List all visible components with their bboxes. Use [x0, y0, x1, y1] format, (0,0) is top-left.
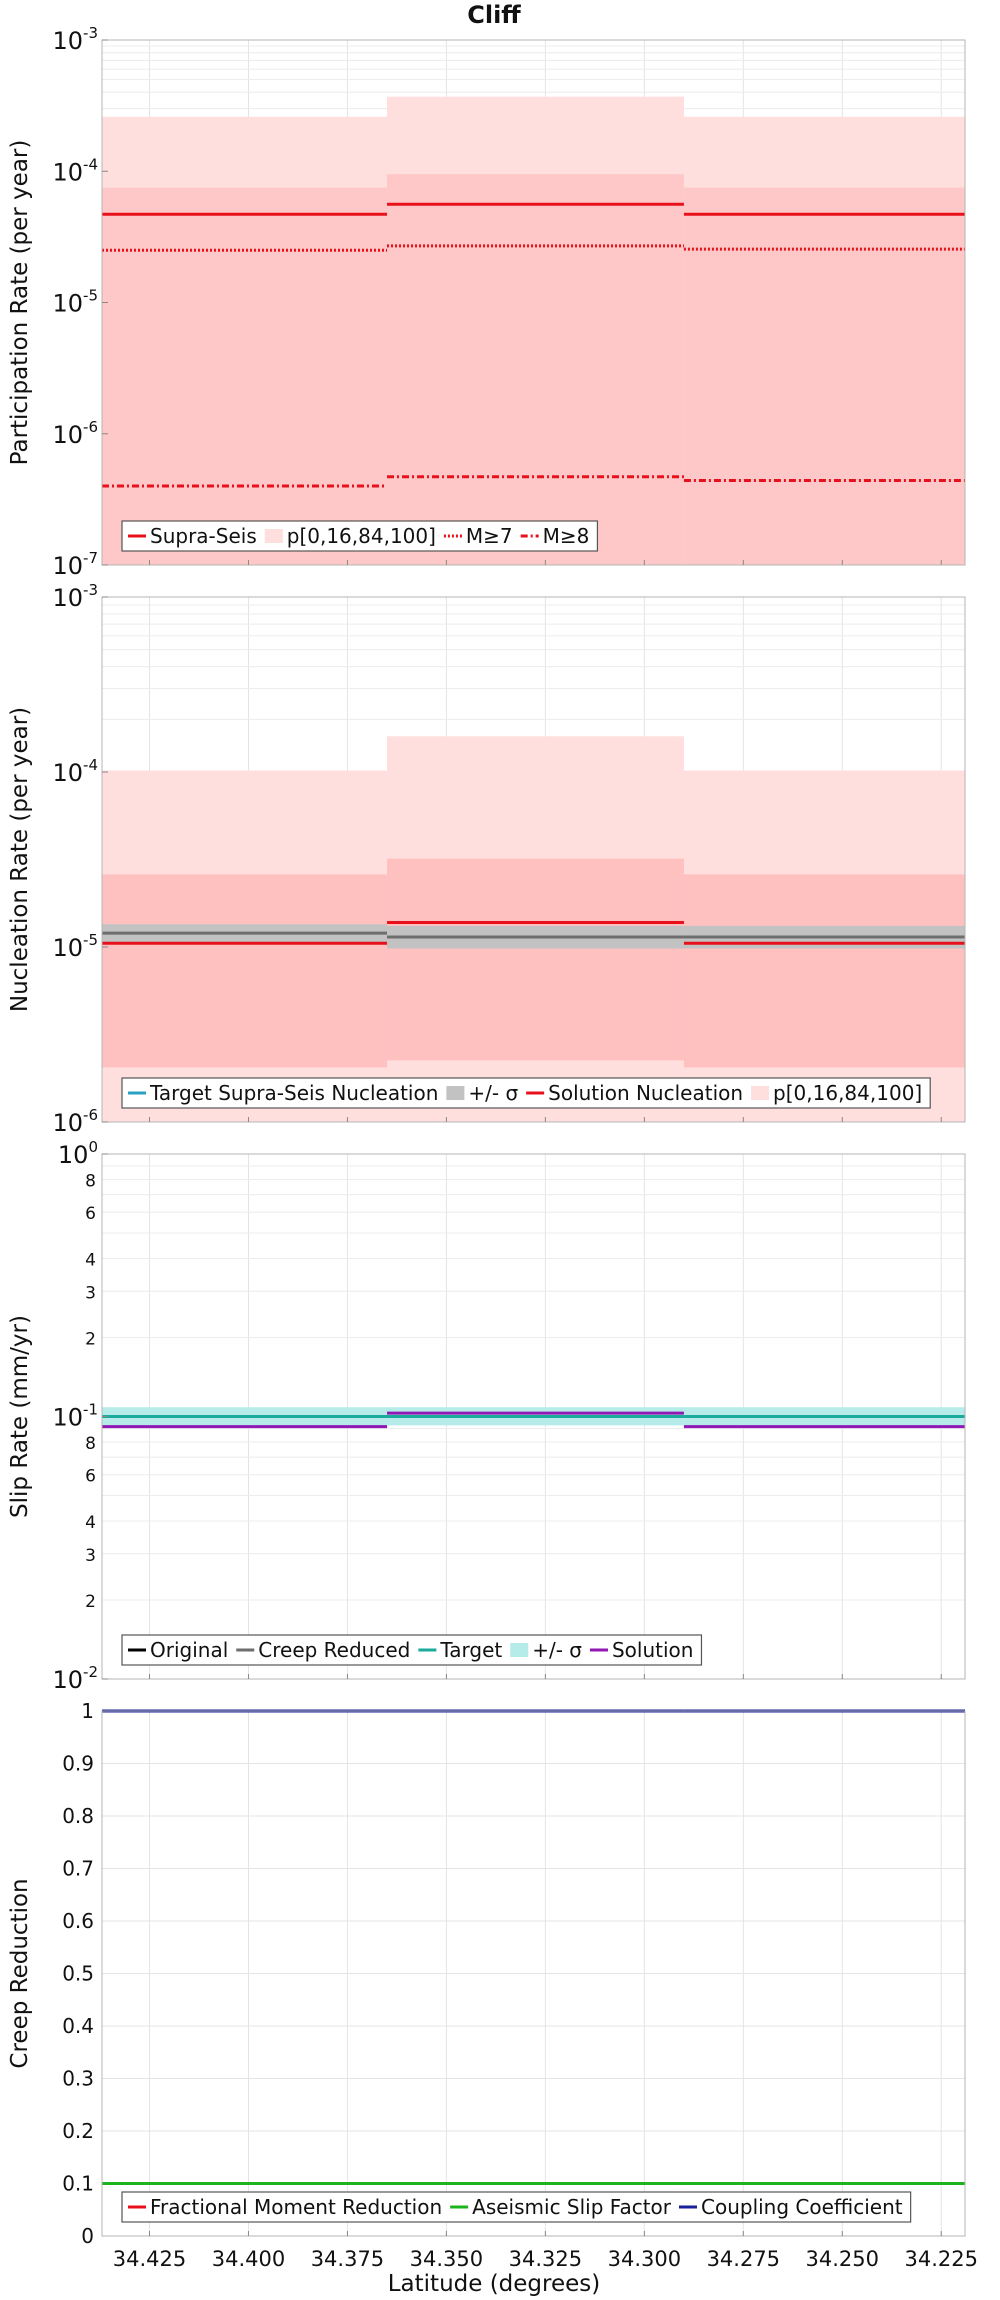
band-p16-84	[102, 187, 388, 566]
x-tick-label: 34.275	[707, 2247, 780, 2271]
y-tick-label: 1	[81, 1699, 94, 1723]
y-tick-label: 100	[58, 1138, 98, 1169]
y-tick-label: 0.1	[62, 2172, 94, 2196]
y-tick-label: 0.2	[62, 2119, 94, 2143]
y-axis-label: Creep Reduction	[7, 1878, 33, 2068]
y-minor-tick-label: 6	[85, 1467, 96, 1487]
legend-label: +/- σ	[468, 1081, 518, 1105]
legend-box	[121, 520, 599, 552]
legend-label: Target	[439, 1638, 502, 1662]
plot-frame	[101, 1710, 966, 2237]
y-minor-tick-label: 4	[85, 1513, 96, 1533]
band-p16-84	[387, 174, 684, 566]
legend-label: +/- σ	[532, 1638, 582, 1662]
legend: Original Creep Reduced Target +/- σ Solution	[121, 1634, 703, 1666]
y-axis-label: Slip Rate (mm/yr)	[7, 1315, 33, 1518]
x-tick-label: 34.400	[212, 2247, 285, 2271]
legend-label: Original	[150, 1638, 228, 1662]
grid	[102, 1711, 965, 2236]
legend: Fractional Moment Reduction Aseismic Slip…	[121, 2191, 912, 2223]
y-tick-label: 0.9	[62, 1752, 94, 1776]
y-tick-label: 0.7	[62, 1857, 94, 1881]
legend-label: Solution Nucleation	[548, 1081, 743, 1105]
y-axis-label: Nucleation Rate (per year)	[7, 707, 33, 1012]
legend-label: Aseismic Slip Factor	[472, 2195, 672, 2219]
legend-swatch	[510, 1643, 529, 1657]
y-tick-label: 0.5	[62, 1962, 94, 1986]
series-solution-nucleation	[102, 921, 965, 945]
y-minor-tick-label: 8	[85, 1171, 96, 1191]
y-tick-label: 10-7	[52, 549, 98, 580]
legend-label: p[0,16,84,100]	[287, 524, 436, 548]
x-tick-label: 34.225	[905, 2247, 978, 2271]
y-tick-label: 10-3	[52, 24, 98, 55]
panel-4: 0 0.1 0.2 0.3 0.4 0.5 0.6 0.7 0.8 0.9 1 Creep Reduc…	[7, 1699, 966, 2248]
y-minor-tick-label: 2	[85, 1329, 96, 1349]
y-tick-label: 10-5	[52, 931, 98, 962]
y-tick-label: 10-5	[52, 287, 98, 318]
y-minor-tick-label: 2	[85, 1592, 96, 1612]
y-tick-label: 10-1	[52, 1401, 98, 1432]
x-tick-label: 34.250	[806, 2247, 879, 2271]
y-minor-tick-label: 3	[85, 1283, 96, 1303]
series-m-7	[102, 244, 965, 252]
legend: Supra-Seis p[0,16,84,100] M≥7 M≥8	[121, 520, 599, 552]
y-tick-label: 10-4	[52, 155, 98, 186]
legend-label: Target Supra-Seis Nucleation	[149, 1081, 438, 1105]
panel-1: 10-7 10-6 10-5 10-4 10-3 Participation Rate (…	[7, 24, 966, 580]
band-p16-84	[387, 858, 684, 1061]
x-tick-label: 34.325	[509, 2247, 582, 2271]
y-minor-tick-label: 6	[85, 1204, 96, 1224]
y-tick-label: 0	[81, 2224, 94, 2248]
legend-box	[121, 1077, 931, 1109]
y-axis-label: Participation Rate (per year)	[7, 140, 33, 466]
x-tick-label: 34.300	[608, 2247, 681, 2271]
legend-swatch	[446, 1086, 465, 1100]
y-tick-label: 0.4	[62, 2014, 94, 2038]
x-tick-label: 34.350	[410, 2247, 483, 2271]
legend-label: p[0,16,84,100]	[773, 1081, 922, 1105]
legend-label: M≥7	[466, 524, 513, 548]
y-tick-label: 0.6	[62, 1909, 94, 1933]
legend-swatch	[751, 1086, 770, 1100]
legend-label: Solution	[612, 1638, 693, 1662]
y-tick-label: 0.8	[62, 1804, 94, 1828]
panels: 10-7 10-6 10-5 10-4 10-3 Participation Rate (…	[7, 24, 978, 2271]
legend-label: Supra-Seis	[150, 524, 257, 548]
band-p16-84	[102, 874, 388, 1068]
y-minor-tick-label: 4	[85, 1250, 96, 1270]
y-tick-label: 10-6	[52, 1106, 98, 1137]
legend-label: M≥8	[543, 524, 590, 548]
band-p16-84	[683, 874, 965, 1068]
series-supra-seis	[102, 202, 965, 216]
y-tick-label: 0.3	[62, 2067, 94, 2091]
y-minor-tick-label: 8	[85, 1434, 96, 1454]
legend-swatch	[264, 529, 283, 543]
plot-frame	[101, 596, 966, 1123]
figure-title: Cliff	[467, 1, 521, 29]
y-tick-label: 10-6	[52, 418, 98, 449]
series-solution	[102, 1411, 965, 1429]
band-p16-84	[683, 187, 965, 566]
y-tick-label: 10-4	[52, 756, 98, 787]
legend-label: Fractional Moment Reduction	[150, 2195, 442, 2219]
x-tick-label: 34.375	[311, 2247, 384, 2271]
series-target-supra-seis-nucleation	[102, 931, 965, 939]
x-axis-label: Latitude (degrees)	[388, 2271, 601, 2297]
series-m-8	[102, 475, 965, 488]
panel-2: 10-6 10-5 10-4 10-3 Nucleation Rate (per yea…	[7, 581, 966, 1137]
legend-label: Creep Reduced	[258, 1638, 410, 1662]
y-tick-label: 10-3	[52, 581, 98, 612]
y-tick-label: 10-2	[52, 1663, 98, 1694]
legend: Target Supra-Seis Nucleation +/- σ Solutio…	[121, 1077, 931, 1109]
x-tick-label: 34.425	[113, 2247, 186, 2271]
legend-label: Coupling Coefficient	[701, 2195, 903, 2219]
legend-box	[121, 2191, 912, 2223]
panel-3: 10-2 10-1 100 2 3 4 6 8 2 3 4 6 8 Slip Rate (mm/yr) Or…	[7, 1138, 966, 1694]
y-minor-tick-label: 3	[85, 1546, 96, 1566]
